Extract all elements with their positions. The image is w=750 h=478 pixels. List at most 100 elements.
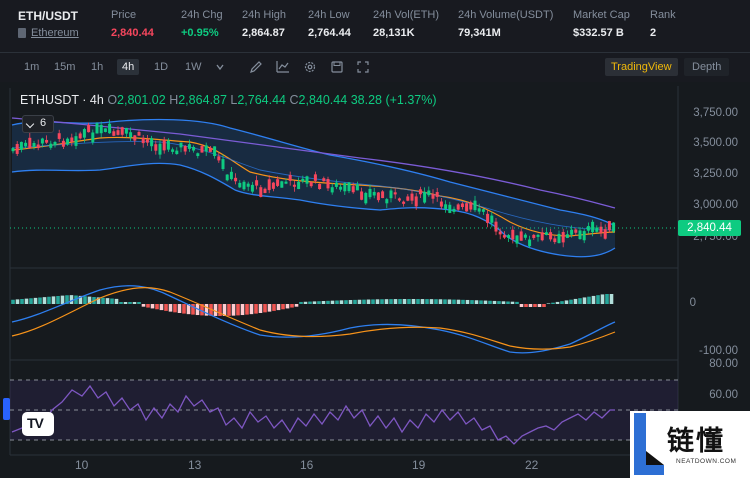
- candle-body: [246, 183, 250, 187]
- macd-histogram-bar: [56, 296, 60, 304]
- timeframe-1d[interactable]: 1D: [154, 61, 169, 73]
- tab-depth[interactable]: Depth: [684, 58, 730, 76]
- candle-body: [586, 226, 590, 231]
- candle-body: [553, 238, 557, 243]
- candle-body: [439, 201, 443, 207]
- candle-body: [213, 146, 217, 157]
- macd-histogram-bar: [398, 299, 402, 304]
- candle-body: [360, 191, 364, 200]
- macd-histogram-bar: [159, 304, 164, 311]
- candle-body: [91, 132, 95, 143]
- pencil-icon[interactable]: [249, 60, 263, 74]
- time-axis-label: 16: [300, 458, 314, 472]
- last-price-tag: 2,840.44: [678, 220, 741, 236]
- candle-body: [11, 148, 15, 152]
- candle-body: [498, 231, 502, 235]
- timeframe-1h[interactable]: 1h: [91, 61, 104, 73]
- ticker-stats-bar: ETH/USDT Ethereum Price 2,840.44 24h Chg…: [0, 0, 750, 52]
- stat-label: Rank: [650, 9, 676, 21]
- macd-histogram-bar: [357, 299, 362, 304]
- tab-tradingview[interactable]: TradingView: [605, 58, 678, 76]
- candle-body: [45, 139, 49, 143]
- chevron-down-icon: [25, 119, 35, 129]
- stat-24h-high: 24h High 2,864.87: [242, 9, 286, 39]
- candle-body: [423, 191, 427, 203]
- macd-histogram: [11, 294, 614, 316]
- candle-body: [406, 196, 410, 201]
- candle-body: [297, 181, 301, 190]
- macd-histogram-bar: [146, 304, 150, 308]
- candle-body: [61, 140, 65, 147]
- macd-histogram-bar: [65, 295, 69, 304]
- macd-histogram-bar: [123, 302, 128, 304]
- candle-body: [519, 231, 523, 241]
- indicators-toggle[interactable]: 6: [22, 115, 54, 133]
- candle-body: [108, 123, 112, 134]
- macd-histogram-bar: [321, 301, 326, 304]
- candle-body: [431, 193, 435, 199]
- candle-body: [347, 182, 351, 192]
- macd-histogram-bar: [276, 304, 281, 311]
- stat-label: Price: [111, 9, 137, 21]
- save-icon[interactable]: [330, 60, 344, 74]
- candle-body: [280, 181, 284, 188]
- macd-histogram-bar: [564, 300, 569, 304]
- candle-body: [532, 234, 536, 238]
- gear-icon[interactable]: [303, 60, 317, 74]
- line-chart-icon[interactable]: [276, 60, 290, 74]
- macd-histogram-bar: [240, 304, 245, 316]
- asset-link[interactable]: Ethereum: [18, 27, 79, 39]
- candle-body: [53, 142, 57, 146]
- timeframe-4h[interactable]: 4h: [117, 59, 140, 75]
- candle-body: [410, 193, 414, 201]
- macd-histogram-bar: [236, 304, 240, 316]
- timeframe-15m[interactable]: 15m: [54, 61, 76, 73]
- timeframe-1w[interactable]: 1W: [185, 61, 202, 73]
- price-axis-label: 3,000.00: [693, 199, 738, 211]
- price-chart[interactable]: [0, 82, 750, 478]
- macd-histogram-bar: [533, 304, 537, 307]
- candle-body: [158, 143, 162, 155]
- candle-body: [368, 188, 372, 198]
- ohlc-change: 38.28 (+1.37%): [350, 93, 437, 107]
- candle-body: [200, 145, 204, 153]
- candle-body: [460, 203, 464, 208]
- candle-body: [263, 188, 267, 193]
- ohlc-open: 2,801.02: [117, 93, 166, 107]
- macd-line: [11, 285, 616, 354]
- fullscreen-icon[interactable]: [356, 60, 370, 74]
- drag-handle[interactable]: [3, 398, 10, 420]
- candle-body: [473, 200, 477, 211]
- watermark-title: 链懂: [667, 426, 725, 457]
- macd-histogram-bar: [434, 299, 438, 304]
- candle-body: [574, 229, 578, 233]
- macd-histogram-bar: [294, 304, 299, 307]
- candle-body: [523, 234, 527, 238]
- candle-body: [418, 189, 422, 195]
- ma-long-line: [11, 117, 616, 209]
- candle-body: [364, 192, 368, 204]
- candle-body: [250, 184, 254, 192]
- candle-body: [112, 131, 116, 136]
- macd-axis-label: -100.00: [698, 345, 738, 357]
- candle-body: [192, 146, 196, 151]
- macd-histogram-bar: [227, 304, 231, 316]
- candle-body: [179, 142, 183, 148]
- candle-body: [238, 182, 242, 188]
- chevron-down-icon[interactable]: [213, 60, 227, 74]
- candle-body: [427, 190, 431, 196]
- candle-body: [544, 232, 548, 235]
- timeframe-1m[interactable]: 1m: [24, 61, 40, 73]
- time-axis-label: 13: [188, 458, 202, 472]
- stat-value: 28,131K: [373, 27, 415, 39]
- stat-market-cap: Market Cap $332.57 B: [573, 9, 630, 39]
- candle-body: [414, 196, 418, 207]
- macd-histogram-bar: [569, 299, 573, 304]
- candle-body: [557, 233, 561, 244]
- candle-body: [36, 144, 40, 149]
- candle-body: [578, 230, 582, 240]
- candle-body: [393, 192, 397, 195]
- stat-value: 79,341M: [458, 27, 501, 39]
- candle-body: [456, 204, 460, 210]
- candle-body: [49, 143, 53, 148]
